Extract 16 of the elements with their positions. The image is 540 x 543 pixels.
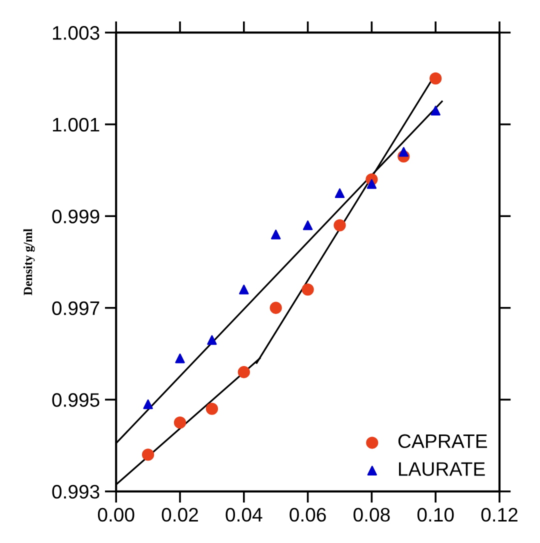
x-tick-label: 0.02 [162,508,198,522]
y-tick-label: 1.003 [52,26,100,40]
x-tick-label: 0.12 [481,508,518,522]
y-tick-label: 0.999 [52,210,100,224]
legend-label: LAURATE [399,462,485,476]
x-tick-label: 0.08 [354,508,390,522]
y-axis-title: Density g/ml [23,228,35,296]
y-tick-label: 0.997 [52,301,100,316]
x-tick-label: 0.10 [417,508,454,522]
y-tick-label: 1.001 [52,118,100,132]
y-tick-label: 0.995 [52,393,100,407]
x-tick-label: 0.00 [98,508,134,522]
x-tick-label: 0.04 [226,508,262,522]
y-tick-label: 0.993 [52,484,100,499]
legend-label: CAPRATE [398,434,487,448]
x-tick-label: 0.06 [290,508,326,522]
